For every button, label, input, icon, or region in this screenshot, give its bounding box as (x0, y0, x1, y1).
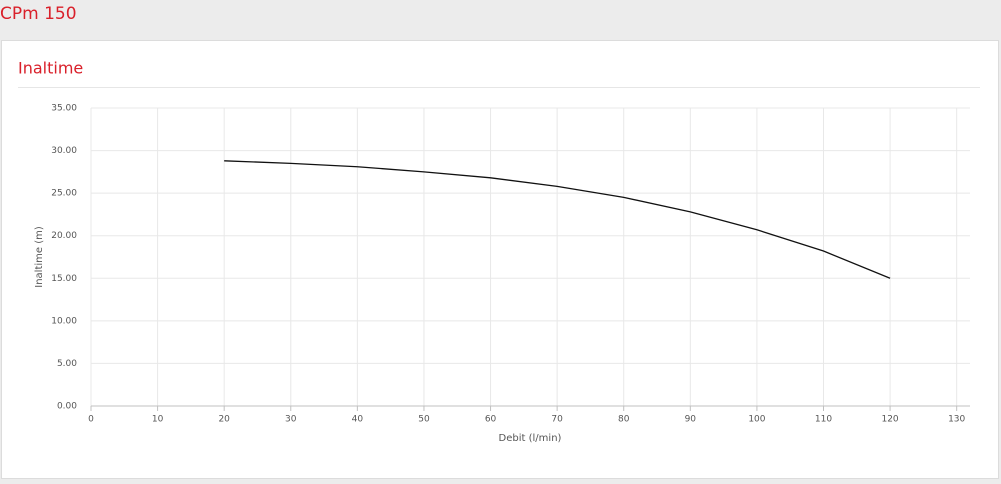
x-tick-label: 40 (352, 415, 364, 425)
x-tick-label: 0 (88, 415, 94, 425)
y-tick-label: 15.00 (51, 274, 77, 284)
x-axis-label: Debit (l/min) (499, 433, 562, 444)
y-tick-label: 20.00 (51, 231, 77, 241)
x-tick-label: 120 (881, 415, 898, 425)
x-tick-label: 20 (218, 415, 230, 425)
y-tick-label: 25.00 (51, 189, 77, 199)
x-tick-label: 110 (815, 415, 832, 425)
x-tick-label: 70 (551, 415, 563, 425)
x-tick-label: 50 (418, 415, 430, 425)
x-tick-label: 30 (285, 415, 297, 425)
y-tick-label: 10.00 (51, 316, 77, 326)
x-tick-label: 60 (485, 415, 497, 425)
x-tick-label: 10 (152, 415, 164, 425)
y-axis-label: Inaltime (m) (34, 226, 45, 288)
y-tick-label: 0.00 (57, 402, 77, 412)
x-tick-label: 90 (685, 415, 697, 425)
chart-title: Inaltime (18, 59, 83, 78)
y-tick-label: 5.00 (57, 359, 77, 369)
line-series (224, 160, 891, 279)
x-tick-label: 100 (748, 415, 765, 425)
x-tick-label: 80 (618, 415, 630, 425)
x-tick-label: 130 (948, 415, 965, 425)
y-tick-label: 35.00 (51, 104, 77, 114)
y-tick-label: 30.00 (51, 146, 77, 156)
page-title: CPm 150 (0, 4, 77, 24)
